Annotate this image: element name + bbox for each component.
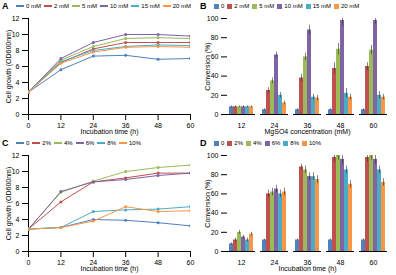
svg-text:24: 24 — [270, 122, 279, 130]
svg-text:4: 4 — [16, 216, 20, 223]
html-text:20 mM: 20 mM — [341, 3, 360, 9]
html-text:15 mM: 15 mM — [141, 3, 160, 9]
svg-text:8: 8 — [16, 184, 20, 191]
svg-text:36: 36 — [303, 122, 312, 130]
svg-text:Incubation time (h): Incubation time (h) — [279, 265, 337, 273]
svg-text:12: 12 — [238, 259, 246, 266]
svg-text:Conversion (%): Conversion (%) — [204, 179, 212, 227]
svg-text:40: 40 — [211, 72, 219, 79]
svg-text:100: 100 — [207, 152, 219, 159]
html-text:6%: 6% — [85, 140, 95, 146]
svg-text:10: 10 — [12, 31, 20, 38]
html-text:D: D — [200, 138, 207, 148]
svg-text:80: 80 — [211, 34, 219, 41]
svg-text:36: 36 — [121, 259, 130, 267]
svg-text:Cell growth (OD600nm): Cell growth (OD600nm) — [5, 30, 13, 104]
svg-text:10: 10 — [12, 168, 20, 175]
html-text:0: 0 — [221, 3, 225, 9]
svg-text:40: 40 — [211, 209, 219, 216]
html-text:5 mM: 5 mM — [259, 3, 275, 9]
html-text:15 mM: 15 mM — [312, 3, 331, 9]
svg-text:60: 60 — [370, 259, 378, 266]
html-text:5 mM: 5 mM — [82, 3, 97, 9]
svg-text:60: 60 — [187, 259, 195, 266]
svg-text:36: 36 — [121, 122, 130, 130]
svg-text:12: 12 — [57, 259, 65, 266]
svg-text:24: 24 — [89, 122, 98, 130]
html-text:10%: 10% — [309, 140, 321, 146]
svg-text:60: 60 — [370, 122, 378, 129]
svg-text:0: 0 — [215, 111, 219, 118]
html-text:B: B — [200, 1, 207, 11]
svg-text:24: 24 — [89, 259, 98, 267]
svg-text:6: 6 — [16, 63, 20, 70]
html-text:4%: 4% — [253, 140, 262, 146]
svg-text:4: 4 — [16, 79, 20, 86]
svg-text:Incubation time (h): Incubation time (h) — [81, 265, 139, 273]
svg-text:Conversion (%): Conversion (%) — [204, 42, 212, 90]
svg-text:24: 24 — [271, 259, 279, 266]
html-text:8%: 8% — [107, 140, 116, 146]
svg-text:MgSO4 concentration (mM): MgSO4 concentration (mM) — [265, 128, 351, 136]
html-text:2 mM: 2 mM — [54, 3, 69, 9]
svg-text:60: 60 — [211, 53, 219, 60]
svg-text:0: 0 — [16, 111, 20, 118]
svg-text:6: 6 — [16, 200, 20, 207]
html-text:2%: 2% — [42, 140, 51, 146]
svg-text:0: 0 — [215, 248, 219, 255]
svg-text:60: 60 — [187, 122, 195, 129]
svg-text:48: 48 — [154, 259, 162, 266]
html-text:10 mM: 10 mM — [284, 3, 303, 9]
svg-text:20: 20 — [211, 92, 219, 99]
svg-text:Cell growth (OD600nm): Cell growth (OD600nm) — [5, 167, 13, 241]
svg-text:0: 0 — [16, 248, 20, 255]
svg-text:12: 12 — [57, 122, 65, 129]
svg-text:36: 36 — [303, 259, 312, 267]
svg-text:80: 80 — [211, 171, 219, 178]
svg-text:Incubation time (h): Incubation time (h) — [81, 128, 139, 136]
svg-text:100: 100 — [207, 15, 219, 22]
html-text:2%: 2% — [234, 140, 243, 146]
html-text:2 mM: 2 mM — [234, 3, 250, 9]
html-text:10 mM: 10 mM — [110, 3, 129, 9]
html-text:0 mM: 0 mM — [26, 3, 41, 9]
svg-text:12: 12 — [12, 15, 20, 22]
html-text:0: 0 — [26, 140, 30, 146]
html-text:C: C — [2, 138, 9, 148]
svg-text:2: 2 — [16, 232, 20, 239]
html-text:0: 0 — [221, 140, 225, 146]
svg-text:12: 12 — [12, 152, 20, 159]
html-text:4%: 4% — [64, 140, 73, 146]
svg-text:48: 48 — [154, 122, 162, 129]
svg-text:60: 60 — [211, 190, 219, 197]
svg-text:12: 12 — [238, 122, 246, 129]
svg-text:48: 48 — [337, 259, 345, 266]
html-text:A: A — [2, 1, 9, 11]
html-text:6%: 6% — [271, 140, 281, 146]
svg-text:0: 0 — [27, 259, 31, 266]
svg-text:8: 8 — [16, 47, 20, 54]
svg-text:20: 20 — [211, 229, 219, 236]
html-text:8%: 8% — [290, 140, 299, 146]
html-text:10%: 10% — [129, 140, 141, 146]
html-text:20 mM: 20 mM — [172, 3, 191, 9]
svg-text:0: 0 — [27, 122, 31, 129]
svg-text:48: 48 — [336, 122, 345, 130]
svg-text:2: 2 — [16, 95, 20, 102]
